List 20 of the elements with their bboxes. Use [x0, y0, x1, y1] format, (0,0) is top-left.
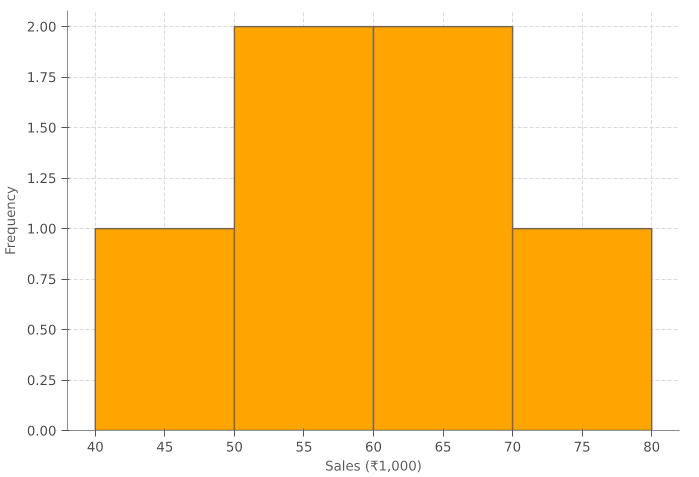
- y-tick-label: 1.00: [26, 222, 57, 238]
- y-tick-label: 0.00: [26, 424, 57, 440]
- y-tick-label: 2.00: [26, 20, 57, 36]
- y-tick-label: 1.50: [26, 122, 57, 137]
- x-tick-label: 60: [365, 440, 382, 456]
- y-tick-label: 0.50: [26, 324, 57, 339]
- x-axis-title: Sales (₹1,000): [325, 460, 422, 474]
- x-tick-label: 65: [434, 440, 452, 456]
- x-tick-label: 70: [504, 440, 522, 456]
- y-tick-label: 0.25: [26, 374, 57, 390]
- x-tick-label: 55: [295, 440, 312, 456]
- y-tick-label: 1.75: [26, 71, 57, 86]
- x-tick-label: 40: [86, 440, 104, 456]
- x-tick-label: 50: [226, 440, 243, 456]
- x-tick-label: 80: [643, 440, 660, 456]
- x-tick-label: 45: [156, 440, 174, 456]
- y-tick-label: 0.75: [26, 273, 57, 288]
- y-tick-label: 1.25: [26, 172, 57, 188]
- x-tick-label: 75: [574, 440, 591, 456]
- y-axis-title: Frequency: [4, 186, 19, 255]
